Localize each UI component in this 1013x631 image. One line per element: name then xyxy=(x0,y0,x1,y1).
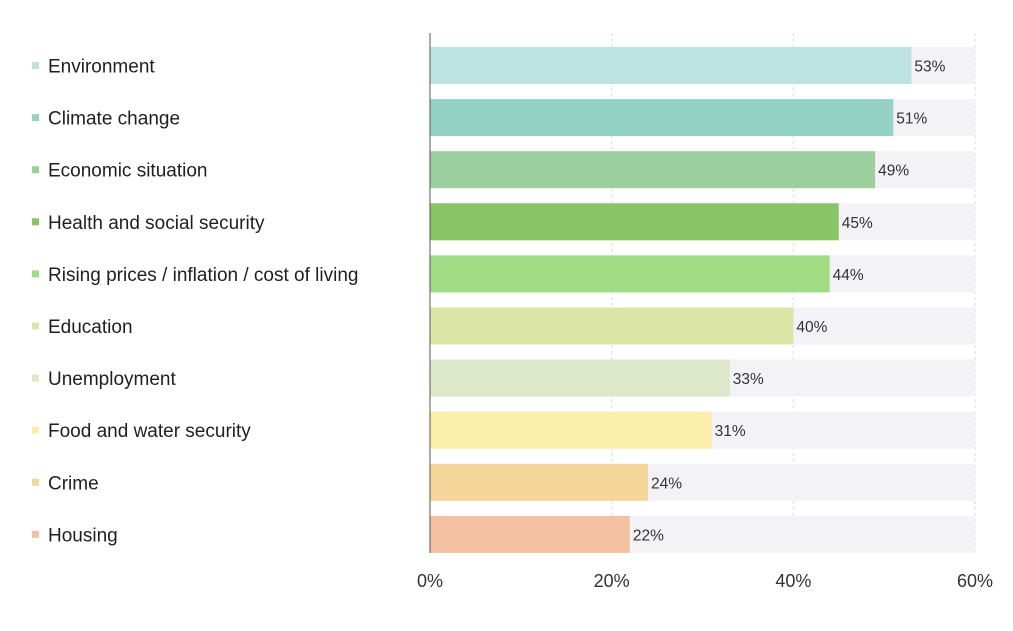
bar-value-label: 45% xyxy=(842,215,873,232)
legend-marker xyxy=(32,114,39,122)
bar-value-label: 24% xyxy=(651,475,682,492)
bar xyxy=(430,307,794,345)
legend-label: Rising prices / inflation / cost of livi… xyxy=(48,265,358,286)
bar xyxy=(430,99,894,137)
legend-label: Crime xyxy=(48,473,99,494)
value-labels: 53% 51% 49% 45% 44% 40% 33% 31% 24% 22% xyxy=(633,59,946,545)
bar xyxy=(430,411,712,449)
x-tick-label: 20% xyxy=(594,571,630,591)
bar xyxy=(430,203,839,241)
bars xyxy=(430,47,912,553)
legend-label: Environment xyxy=(48,57,155,78)
x-axis-tick-labels: 0% 20% 40% 60% xyxy=(417,571,993,591)
legend-marker xyxy=(32,530,39,538)
x-tick-label: 60% xyxy=(957,571,993,591)
bar-value-label: 51% xyxy=(896,111,927,128)
bar-value-label: 40% xyxy=(796,319,827,336)
bar xyxy=(430,515,630,553)
bar xyxy=(430,151,876,189)
bar xyxy=(430,463,648,501)
legend-marker xyxy=(32,374,39,382)
legend-label: Food and water security xyxy=(48,421,251,442)
legend-marker xyxy=(32,322,39,330)
bar-value-label: 33% xyxy=(733,371,764,388)
x-tick-label: 0% xyxy=(417,571,443,591)
legend: Environment Climate change Economic situat… xyxy=(32,57,358,546)
bar-value-label: 53% xyxy=(914,59,945,76)
bar-value-label: 44% xyxy=(833,267,864,284)
legend-marker xyxy=(32,62,39,69)
bar-value-label: 49% xyxy=(878,163,909,180)
bar xyxy=(430,255,830,293)
legend-label: Climate change xyxy=(48,109,180,130)
legend-label: Housing xyxy=(48,525,118,546)
legend-label: Economic situation xyxy=(48,161,207,182)
legend-marker xyxy=(32,478,39,486)
legend-marker xyxy=(32,270,39,278)
bar xyxy=(430,47,912,84)
legend-label: Education xyxy=(48,317,133,338)
legend-marker xyxy=(32,218,39,226)
bar xyxy=(430,359,730,397)
bar-value-label: 31% xyxy=(715,423,746,440)
legend-marker xyxy=(32,426,39,434)
legend-label: Unemployment xyxy=(48,369,176,390)
x-tick-label: 40% xyxy=(775,571,811,591)
legend-marker xyxy=(32,166,39,174)
bar-value-label: 22% xyxy=(633,527,664,544)
legend-label: Health and social security xyxy=(48,213,265,234)
